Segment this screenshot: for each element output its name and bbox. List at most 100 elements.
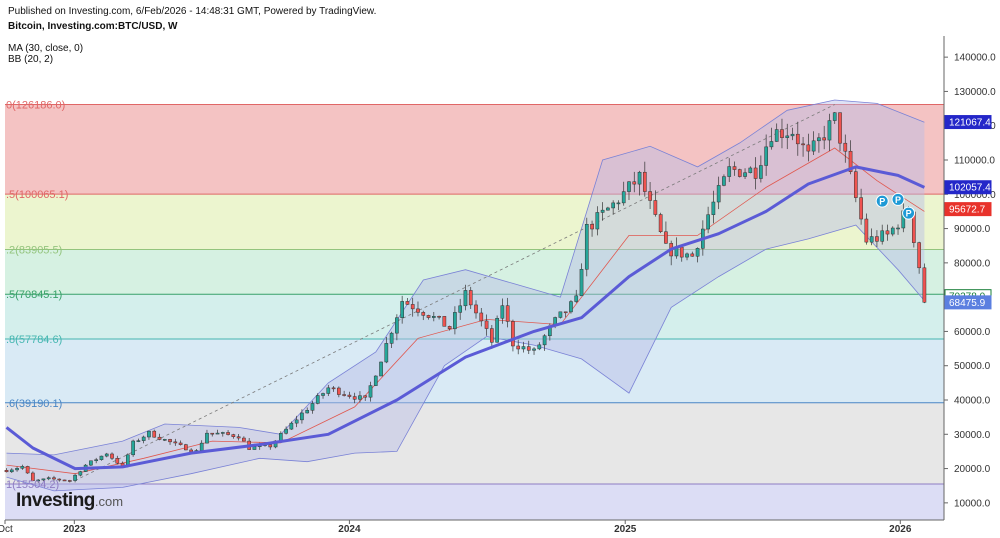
fib-band [5, 339, 944, 403]
price-tag-text: 95672.7 [949, 205, 986, 216]
candle [627, 181, 631, 200]
candle-body [516, 345, 521, 350]
candle-body [917, 242, 921, 269]
candle [516, 339, 521, 355]
candle-body [379, 361, 383, 377]
candle-body [152, 430, 157, 438]
candle-body [189, 449, 193, 452]
candle-body [389, 332, 394, 344]
candle [695, 247, 700, 263]
candle-body [437, 316, 441, 318]
candle-body [57, 478, 62, 481]
candle [25, 465, 30, 474]
candle [511, 319, 515, 352]
indicator-bb-legend[interactable]: BB (20, 2) [8, 54, 54, 65]
candle-body [764, 146, 768, 166]
candle [4, 468, 9, 473]
y-tick-label: 50000.0 [954, 361, 991, 372]
markers-layer: P PP [875, 192, 916, 220]
candle [859, 188, 863, 225]
candle [453, 306, 457, 335]
candle-body [426, 315, 431, 318]
candle-body [890, 227, 895, 235]
candle-body [479, 312, 484, 322]
candle-body [521, 346, 526, 350]
candle-body [331, 387, 336, 390]
candle-body [294, 419, 299, 424]
indicator-ma-legend[interactable]: MA (30, close, 0) [8, 43, 84, 54]
fibonacci-labels: 0(126186.0) .5(100065.1) .2(83905.5) .5(708… [6, 100, 68, 491]
candle [780, 118, 784, 149]
candle-body [363, 395, 368, 398]
candle [748, 166, 753, 174]
candle-body [368, 385, 373, 398]
y-tick-label: 140000.0 [954, 53, 996, 64]
candle-body [468, 290, 473, 306]
candle-body [210, 432, 215, 435]
candle-body [421, 312, 426, 316]
candle [890, 226, 895, 237]
fib-band [5, 483, 944, 520]
candle-body [780, 129, 784, 138]
candle-body [89, 460, 93, 466]
candle [632, 171, 637, 193]
candle-body [405, 301, 410, 305]
candle [210, 432, 215, 437]
candle-body [590, 223, 594, 230]
candle [36, 479, 40, 483]
candle-body [284, 428, 288, 434]
candle [410, 297, 415, 317]
price-tag-bg [944, 180, 992, 195]
candle [832, 112, 837, 124]
candle-body [162, 439, 167, 441]
candle-body [205, 432, 209, 444]
candle [57, 478, 62, 482]
candle-body [115, 458, 120, 464]
candle [358, 391, 362, 403]
x-tick-label: Oct [0, 524, 13, 535]
candle [843, 134, 848, 163]
candle [532, 347, 536, 355]
candle [590, 220, 594, 237]
candle [474, 300, 478, 319]
candle [495, 315, 499, 343]
candle [764, 134, 768, 176]
fib-band [5, 104, 944, 195]
candle-body [46, 477, 51, 480]
candle-body [922, 267, 927, 303]
candle-body [395, 317, 399, 334]
candle [542, 334, 547, 351]
candle [131, 439, 135, 457]
candle [442, 316, 447, 327]
pivot-marker-label: P [906, 209, 912, 219]
fib-band [5, 249, 944, 295]
candle [606, 206, 610, 211]
pivot-marker-dot [902, 206, 916, 220]
candle [184, 443, 188, 451]
candle [853, 165, 858, 203]
candle-body [769, 141, 774, 148]
candle-body [453, 312, 457, 330]
candle [205, 429, 209, 444]
candle-body [875, 236, 879, 242]
price-tag-bg [944, 202, 992, 217]
candle-body [542, 335, 547, 346]
candle-body [574, 295, 579, 302]
candle-body [642, 171, 647, 192]
candle-body [811, 140, 816, 152]
candle-body [880, 230, 885, 242]
price-tag: 68475.9 [944, 295, 992, 310]
candle-body [743, 172, 747, 177]
candle-body [632, 181, 637, 185]
candle [294, 415, 299, 428]
y-axis-panel [944, 0, 1000, 538]
candle [215, 429, 220, 435]
candle [437, 315, 441, 320]
candle-body [226, 432, 230, 435]
candle-body [178, 442, 183, 445]
candle-body [732, 166, 737, 170]
candle-body [342, 394, 346, 396]
candle [875, 230, 879, 248]
candle [711, 190, 716, 224]
